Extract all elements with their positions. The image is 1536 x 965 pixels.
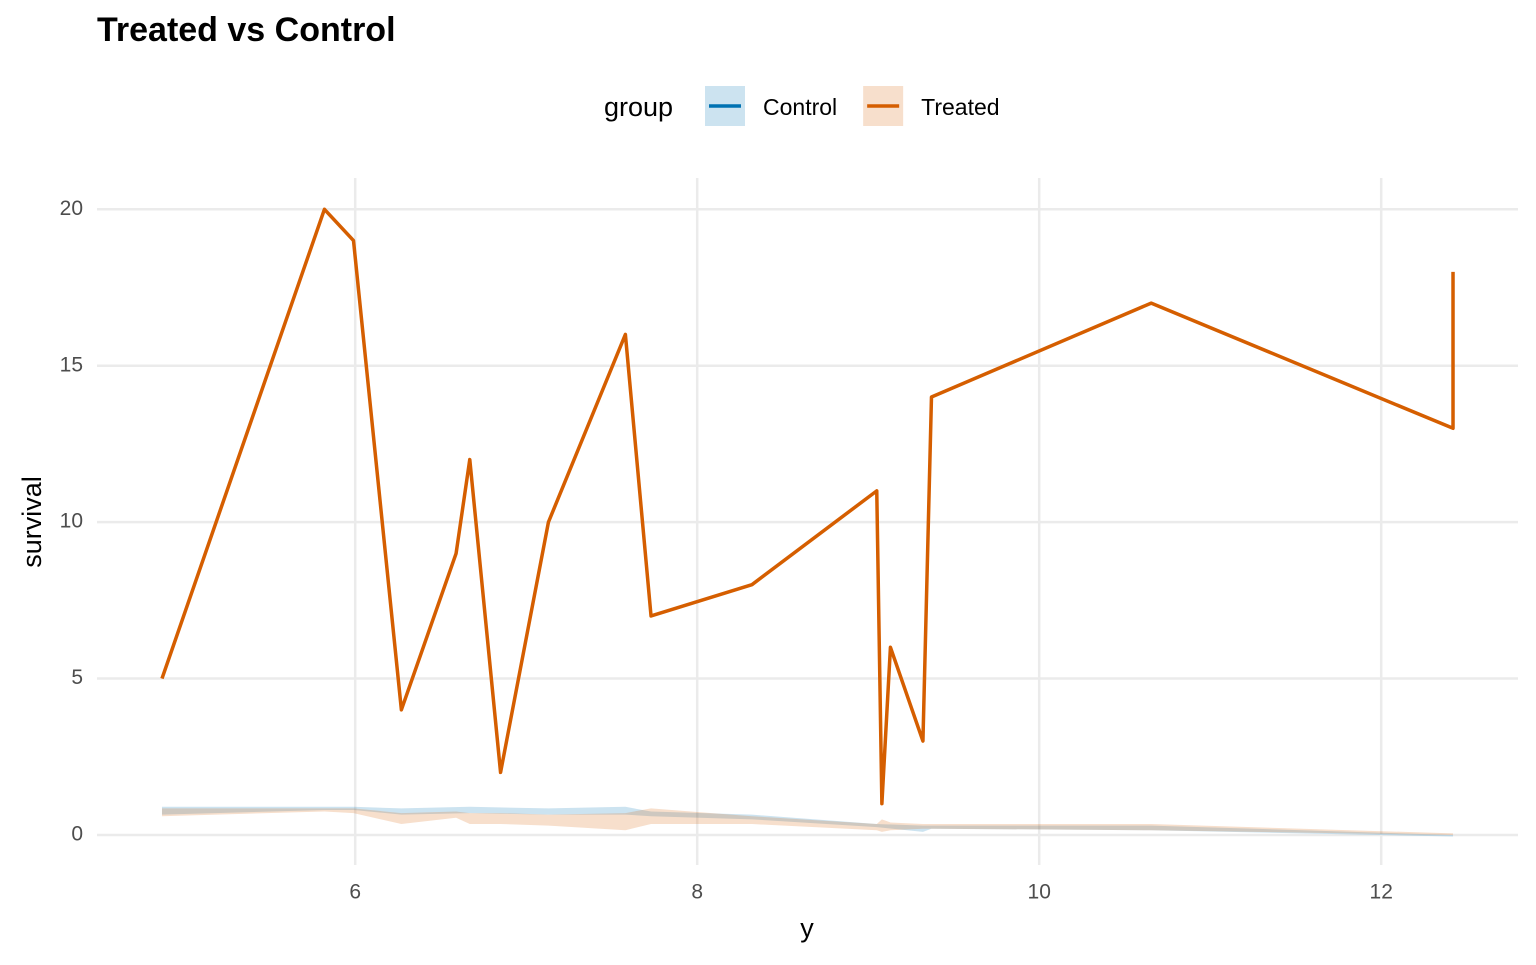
x-axis-title: y: [800, 913, 814, 943]
ribbon: [161, 806, 1454, 837]
line: [160, 207, 1455, 806]
x-tick-label: 12: [1370, 881, 1393, 904]
y-tick-label: 5: [71, 666, 83, 689]
legend-title: group: [604, 92, 673, 122]
x-tick-label: 8: [691, 881, 703, 904]
legend-label: Control: [763, 94, 837, 120]
x-tick-label: 10: [1028, 881, 1051, 904]
y-tick-label: 0: [71, 823, 83, 846]
y-tick-label: 15: [60, 353, 83, 376]
x-tick-label: 6: [349, 881, 361, 904]
y-tick-label: 10: [60, 510, 83, 533]
y-axis-title: survival: [17, 476, 47, 568]
ribbon: [161, 808, 1454, 835]
chart-title: Treated vs Control: [97, 11, 396, 49]
legend-label: Treated: [921, 94, 999, 120]
y-tick-label: 20: [60, 197, 83, 220]
